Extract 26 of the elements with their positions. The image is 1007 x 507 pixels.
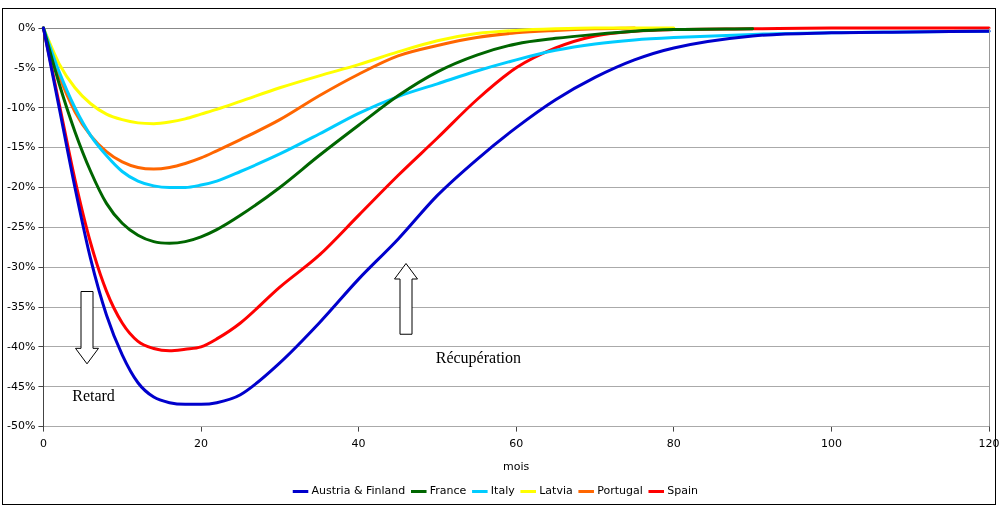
x-axis-title: mois (503, 460, 530, 474)
x-tick-label: 60 (509, 437, 524, 451)
y-tick-label: -25% (7, 220, 36, 234)
legend-label: Spain (667, 484, 699, 498)
y-tick-label: 0% (17, 20, 36, 34)
y-tick-label: -50% (7, 419, 36, 433)
y-tick-label: -15% (7, 140, 36, 154)
y-tick-label: -45% (7, 379, 36, 393)
y-tick-label: -5% (14, 60, 36, 74)
annotation: Récupération (435, 349, 522, 368)
legend-label: Portugal (597, 484, 643, 498)
legend-label: France (429, 484, 467, 498)
x-tick-label: 20 (194, 437, 209, 451)
x-tick-label: 80 (666, 437, 681, 451)
legend-label: Austria & Finland (311, 484, 406, 498)
legend-label: Latvia (539, 484, 573, 498)
x-tick-label: 100 (820, 437, 842, 451)
y-tick-label: -35% (7, 299, 36, 313)
legend-label: Italy (490, 484, 516, 498)
y-tick-label: -10% (7, 100, 36, 114)
y-tick-label: -40% (7, 339, 36, 353)
y-tick-label: -30% (7, 260, 36, 274)
x-tick-label: 40 (351, 437, 366, 451)
annotation: Retard (72, 386, 115, 404)
x-tick-label: 0 (39, 437, 47, 451)
y-tick-label: -20% (7, 180, 36, 194)
